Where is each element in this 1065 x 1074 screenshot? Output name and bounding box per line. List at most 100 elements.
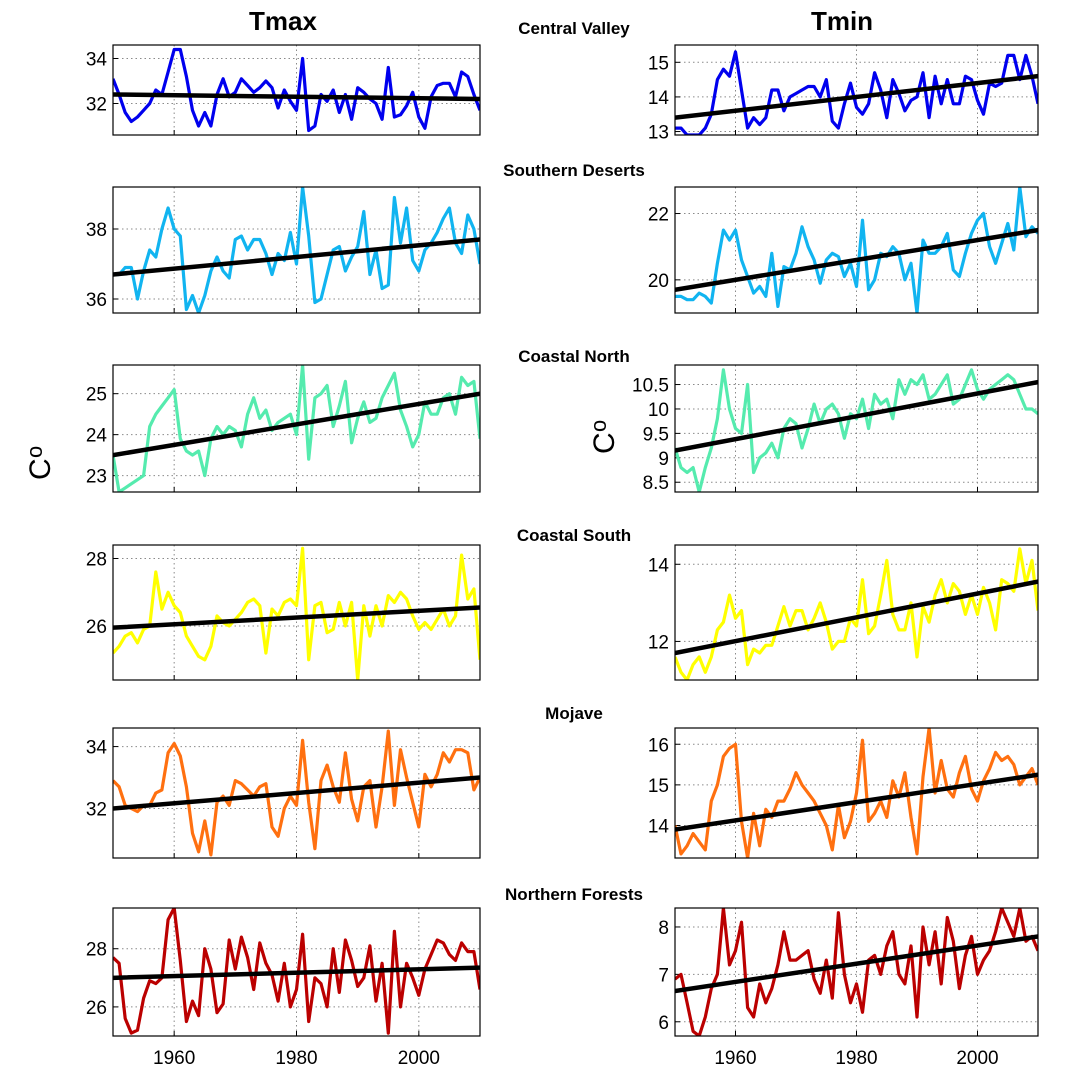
trend-line [675, 73, 1038, 120]
y-tick-label: 10 [648, 400, 669, 421]
y-tick-label: 25 [86, 385, 107, 406]
y-tick-label: 23 [86, 467, 107, 488]
series-line [113, 729, 480, 857]
y-unit-base: C [24, 458, 57, 480]
panel-coastal-south-tmax: Coastal South 26 28 [86, 526, 631, 681]
panel-northern-forests-tmax: Northern Forests 1960 1980 2000 26 28 [86, 885, 643, 1069]
y-tick-label: 14 [648, 555, 670, 576]
y-tick-label: 16 [648, 735, 669, 756]
trend-line [675, 579, 1038, 656]
panel-coastal-south-tmin: 12 14 [648, 544, 1039, 681]
y-tick-label: 36 [86, 290, 107, 311]
y-tick-label: 28 [86, 940, 107, 961]
y-tick-label: 32 [86, 95, 107, 116]
trend-line [113, 965, 480, 981]
region-title: Coastal North [518, 347, 629, 366]
y-tick-label: 13 [648, 123, 669, 144]
series-line [113, 546, 480, 680]
y-unit-base: C [588, 432, 621, 454]
y-tick-label: 15 [648, 53, 669, 74]
trend-line [675, 227, 1038, 293]
y-tick-label: 9.5 [643, 424, 669, 445]
y-tick-label: 34 [86, 738, 108, 759]
region-title: Coastal South [517, 526, 631, 545]
y-unit-label-left: C o [22, 446, 57, 480]
series-line [675, 368, 1038, 492]
panel-coastal-north-tmax: Coastal North 23 24 25 [86, 347, 630, 493]
series-line [675, 187, 1038, 313]
axes-frame [674, 44, 1039, 136]
y-tick-label: 38 [86, 220, 107, 241]
panels: Central Valley 32 34 13 14 15 Southern Deserts… [86, 19, 1039, 1069]
x-tick-label: 1960 [153, 1048, 195, 1069]
y-tick-label: 22 [648, 205, 669, 226]
y-tick-label: 8 [658, 918, 669, 939]
trend-line [675, 772, 1038, 832]
y-unit-degree: o [586, 420, 611, 432]
y-tick-label: 6 [658, 1013, 669, 1034]
column-title-tmax: Tmax [249, 6, 317, 36]
y-tick-label: 32 [86, 799, 107, 820]
trend-line [675, 934, 1038, 994]
trend-line [113, 391, 480, 458]
y-tick-label: 20 [648, 271, 669, 292]
series-line [113, 47, 480, 133]
panel-mojave-tmin: 14 15 16 [648, 727, 1039, 859]
panel-mojave-tmax: Mojave 32 34 [86, 704, 603, 859]
axes-frame [112, 44, 481, 136]
series-line [113, 187, 480, 313]
axes-frame [112, 727, 481, 859]
y-tick-label: 15 [648, 776, 669, 797]
y-unit-degree: o [22, 446, 47, 458]
column-title-tmin: Tmin [811, 6, 873, 36]
series-line [675, 728, 1038, 858]
y-tick-label: 9 [658, 449, 669, 470]
y-tick-label: 28 [86, 550, 107, 571]
y-tick-label: 24 [86, 426, 108, 447]
y-tick-label: 12 [648, 632, 669, 653]
axes-frame [112, 186, 481, 314]
y-tick-label: 26 [86, 998, 107, 1019]
axes-frame [674, 364, 1039, 493]
region-title: Southern Deserts [503, 161, 645, 180]
panel-northern-forests-tmin: 1960 1980 2000 6 7 8 [658, 907, 1039, 1069]
axes-frame [674, 186, 1039, 314]
y-tick-label: 26 [86, 617, 107, 638]
axes-frame [674, 544, 1039, 681]
panel-central-valley-tmax: Central Valley 32 34 [86, 19, 630, 136]
trend-line [113, 237, 480, 277]
y-unit-label-right: C o [586, 420, 621, 454]
panel-central-valley-tmin: 13 14 15 [648, 44, 1039, 144]
region-title: Central Valley [518, 19, 630, 38]
y-tick-label: 34 [86, 50, 108, 71]
series-line [675, 547, 1038, 680]
series-line [675, 908, 1038, 1036]
axes-frame [674, 907, 1039, 1037]
x-tick-label: 1980 [275, 1048, 317, 1069]
trend-line [675, 379, 1038, 453]
x-tick-label: 2000 [956, 1048, 998, 1069]
trend-line [113, 92, 480, 102]
trend-line [113, 775, 480, 811]
axes-frame [674, 727, 1039, 859]
axes-frame [112, 907, 481, 1037]
y-tick-label: 14 [648, 817, 670, 838]
region-title: Northern Forests [505, 885, 643, 904]
y-tick-label: 10.5 [632, 376, 669, 397]
series-line [113, 365, 480, 492]
panel-coastal-north-tmin: 8.5 9 9.5 10 10.5 [632, 364, 1039, 494]
x-tick-label: 1960 [714, 1048, 756, 1069]
trend-line [113, 605, 480, 630]
axes-frame [112, 364, 481, 493]
y-tick-label: 8.5 [643, 473, 669, 494]
x-tick-label: 2000 [398, 1048, 440, 1069]
region-title: Mojave [545, 704, 603, 723]
y-tick-label: 7 [658, 965, 669, 986]
panel-southern-deserts-tmax: Southern Deserts 36 38 [86, 161, 645, 314]
series-line [675, 50, 1038, 135]
series-line [113, 908, 480, 1035]
y-tick-label: 14 [648, 88, 670, 109]
axes-frame [112, 544, 481, 681]
